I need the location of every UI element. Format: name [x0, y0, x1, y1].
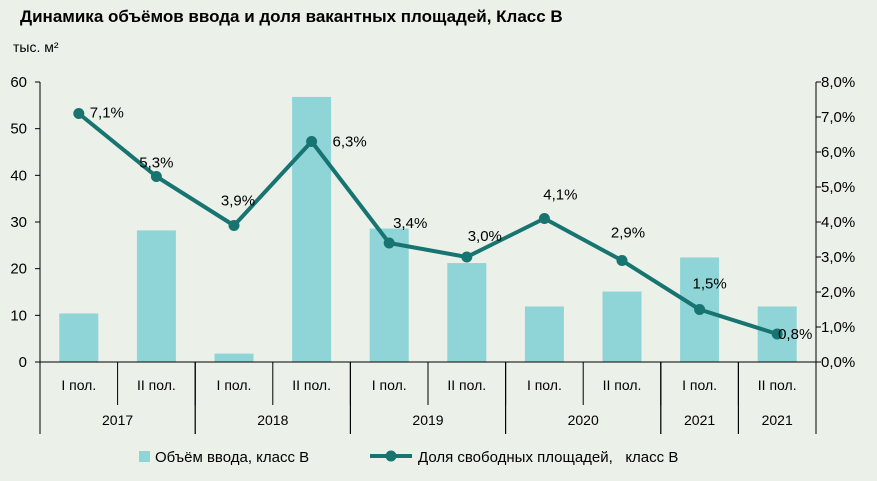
line-point — [461, 251, 473, 263]
y-right-tick-label: 2,0% — [821, 284, 855, 301]
chart-title: Динамика объёмов ввода и доля вакантных … — [20, 7, 563, 26]
y-right-tick-label: 3,0% — [821, 249, 855, 266]
x-year-label: 2017 — [102, 412, 133, 428]
y-right-tick-label: 7,0% — [821, 109, 855, 126]
data-label: 5,3% — [139, 155, 173, 172]
y-left-tick-label: 50 — [10, 121, 27, 138]
line-series: 7,1% 5,3% 3,9% 6,3% 3,4% 3,0% 4,1% 2,9% 1,5% 0,8% — [73, 105, 812, 343]
bar — [524, 306, 564, 362]
x-category-label: II пол. — [137, 377, 176, 393]
x-year-label: 2019 — [412, 412, 443, 428]
line-point — [228, 220, 240, 231]
y-left-tick-label: 0 — [19, 354, 27, 371]
x-year-label: 2018 — [257, 412, 288, 428]
line-point — [694, 304, 706, 315]
y-left-tick-label: 10 — [10, 307, 27, 324]
data-label: 4,1% — [543, 187, 577, 204]
bar-series — [59, 96, 797, 362]
x-category-label: I пол. — [527, 377, 562, 393]
y-right-tick-label: 6,0% — [821, 144, 855, 161]
x-category-label: II пол. — [758, 377, 797, 393]
y-axis-unit-label: тыс. м² — [13, 39, 59, 55]
data-label: 6,3% — [332, 134, 366, 151]
line-point — [771, 328, 783, 340]
bar — [59, 313, 99, 362]
line-point — [616, 255, 628, 266]
x-category-label: I пол. — [217, 377, 252, 393]
bar — [447, 263, 487, 362]
x-category-label: I пол. — [682, 377, 717, 393]
x-year-label: 2020 — [568, 412, 599, 428]
data-label: 0,8% — [778, 326, 812, 343]
line-point — [383, 237, 395, 249]
legend-line-label: Доля свободных площадей, класс В — [418, 449, 678, 466]
x-year-label: 2021 — [762, 412, 793, 428]
legend-bar-swatch — [139, 451, 150, 462]
y-left-tick-label: 30 — [10, 214, 27, 231]
data-label: 3,0% — [468, 228, 502, 245]
x-category-label: II пол. — [447, 377, 486, 393]
axes: 0 10 20 30 40 50 60 0,0% 1,0% 2,0% 3,0% 4,0% 5,0% 6,0… — [10, 74, 855, 434]
y-right-tick-label: 0,0% — [821, 354, 855, 371]
y-left-tick-label: 60 — [10, 74, 27, 91]
y-right-tick-label: 5,0% — [821, 179, 855, 196]
x-category-label: I пол. — [372, 377, 407, 393]
bar — [136, 230, 176, 362]
line-point — [538, 213, 550, 224]
y-right-tick-label: 1,0% — [821, 319, 855, 336]
bar — [214, 353, 254, 362]
legend: Объём ввода, класс В Доля свободных площа… — [139, 449, 678, 466]
data-label: 7,1% — [90, 105, 124, 122]
vacancy-line — [77, 111, 778, 336]
x-category-label: II пол. — [292, 377, 331, 393]
bar — [602, 291, 642, 362]
line-point — [73, 108, 85, 119]
x-category-label: II пол. — [603, 377, 642, 393]
line-point — [306, 136, 318, 147]
y-right-tick-label: 4,0% — [821, 214, 855, 231]
legend-bar-label: Объём ввода, класс В — [155, 449, 309, 466]
data-label: 3,9% — [221, 193, 255, 210]
line-point — [150, 171, 162, 182]
x-year-label: 2021 — [684, 412, 715, 428]
y-left-tick-label: 20 — [10, 261, 27, 278]
data-label: 3,4% — [393, 215, 427, 232]
data-label: 1,5% — [692, 276, 726, 293]
y-left-tick-label: 40 — [10, 167, 27, 184]
data-label: 2,9% — [611, 225, 645, 242]
y-right-tick-label: 8,0% — [821, 74, 855, 91]
bar — [369, 228, 409, 362]
x-category-label: I пол. — [61, 377, 96, 393]
legend-line-marker — [385, 450, 397, 462]
